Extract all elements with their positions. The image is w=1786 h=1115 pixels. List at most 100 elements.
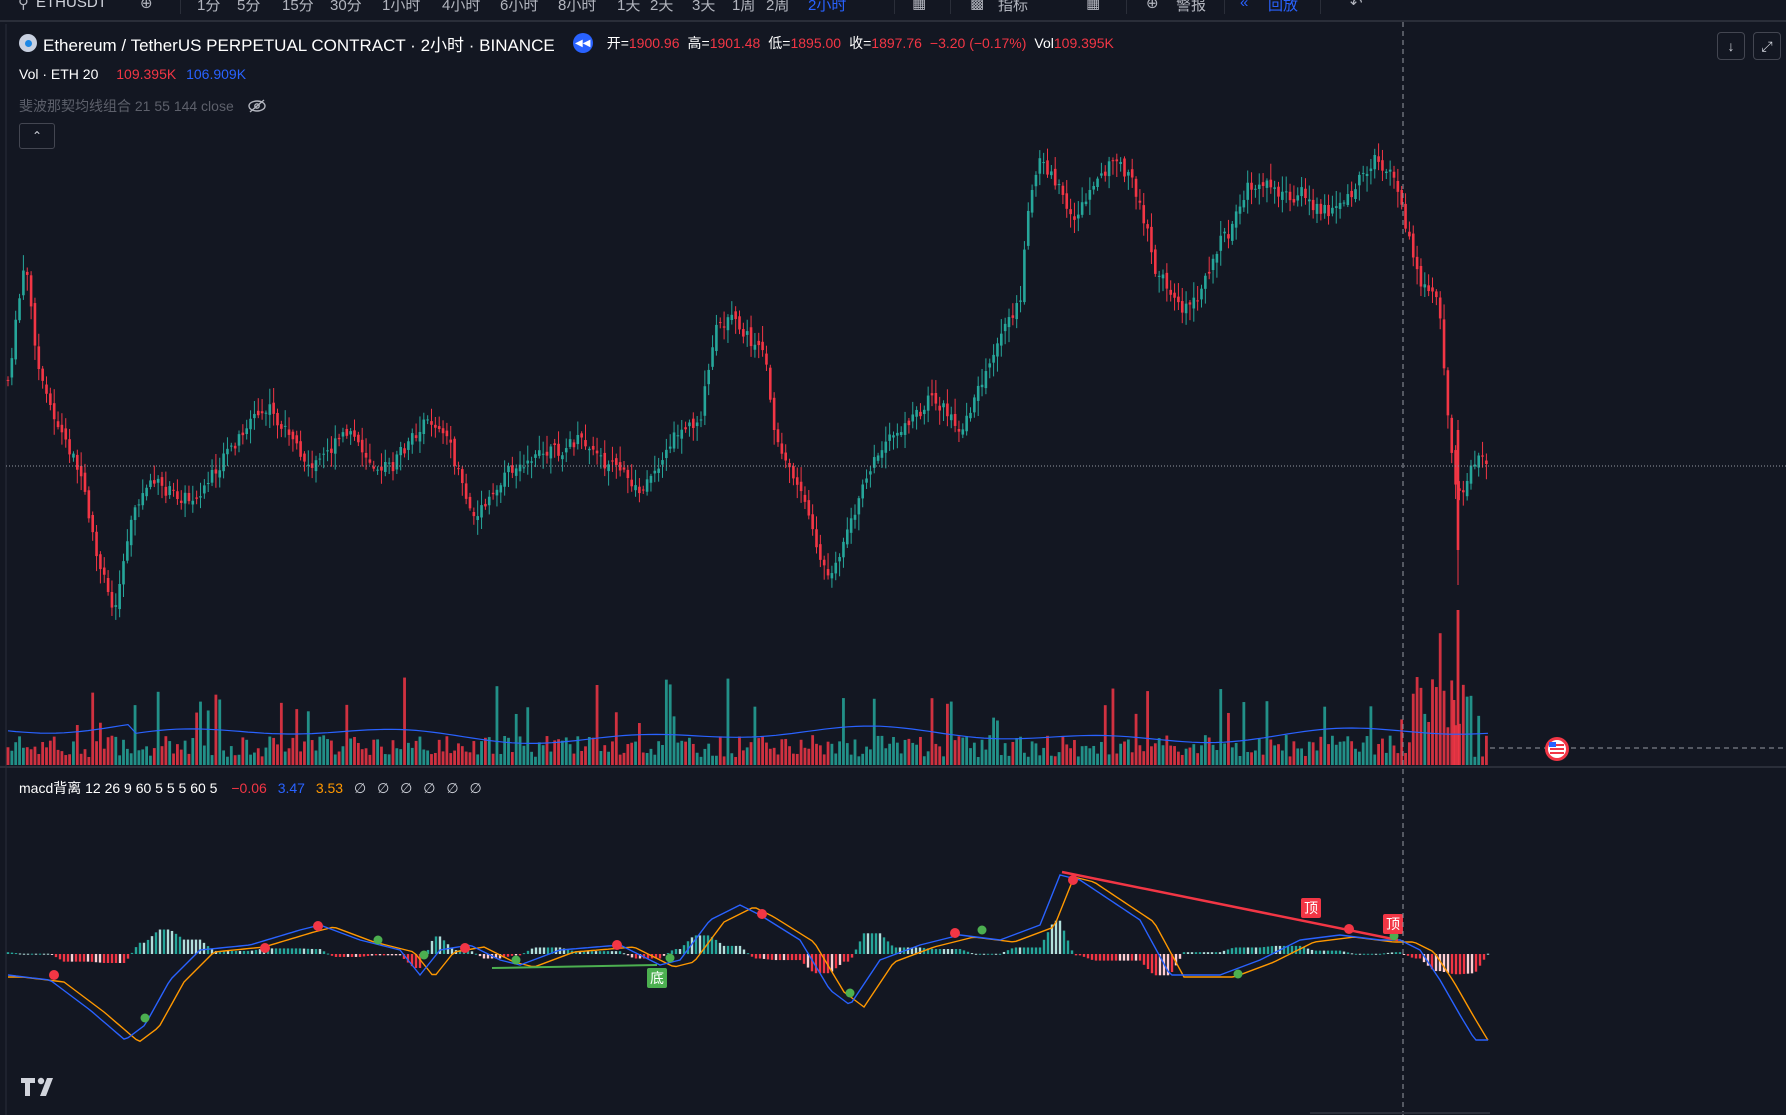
macd-hist-bar [166,929,170,954]
tradingview-logo[interactable] [21,1076,63,1098]
candle-body [91,515,94,533]
candle-body [318,458,322,460]
macd-hist-bar [478,954,482,957]
macd-hist-bar [1102,954,1106,961]
volume-bar [934,743,938,765]
macd-hist-bar [690,937,694,954]
interval-1m[interactable]: 1分 [197,0,221,14]
candle-body [1134,178,1138,197]
candle-body [472,512,476,517]
interval-6h[interactable]: 6小时 [500,0,539,14]
replay-icon[interactable]: « [1240,0,1249,11]
candle-type-icon[interactable]: ▦ [912,0,927,12]
fullscreen-button[interactable]: ⤢ [1753,32,1781,60]
candle-body [349,431,352,435]
interval-2d[interactable]: 2天 [650,0,674,14]
indicators-button[interactable]: 指标 [998,0,1029,14]
volume-bar [256,748,260,765]
collapse-legend-button[interactable]: ⌃ [19,123,55,149]
alert-icon[interactable]: ⊕ [1146,0,1159,12]
candle-body [60,424,64,433]
volume-bar [942,756,945,765]
volume-bar [1284,735,1288,765]
interval-3d[interactable]: 3天 [692,0,716,14]
macd-hist-bar [222,950,226,954]
volume-bar [1111,688,1115,765]
candle-body [156,478,160,483]
alert-button[interactable]: 警报 [1176,0,1207,14]
add-symbol-icon[interactable]: ⊕ [140,0,153,12]
candle-body [307,464,310,466]
volume-legend-label[interactable]: Vol · ETH 20 [19,66,99,82]
macd-hist-bar [778,954,782,961]
divergence-dot-green [511,955,521,965]
scroll-down-button[interactable]: ↓ [1717,32,1745,60]
layout-icon[interactable]: ▦ [1086,0,1101,12]
candle-body [645,479,649,492]
volume-bar [641,752,645,765]
candle-body [106,577,110,592]
candle-body [226,448,229,455]
volume-bar [1400,719,1404,765]
interval-8h[interactable]: 8小时 [558,0,597,14]
interval-1d[interactable]: 1天 [617,0,641,14]
macd-hist-bar [1042,939,1046,954]
volume-bar [822,754,826,765]
volume-bar [453,750,456,765]
us-flag-stripe [1550,752,1564,754]
replay-rewind-icon[interactable]: ◀◀ [572,33,593,53]
volume-bar [1223,743,1226,765]
volume-bar [1076,756,1080,765]
macd-hist-bar [1374,953,1378,955]
interval-15m[interactable]: 15分 [282,0,314,14]
candle-body [99,554,102,570]
volume-bar [765,742,768,765]
interval-2h-active[interactable]: 2小时 [808,0,847,14]
undo-icon[interactable]: ↶ [1350,0,1363,12]
replay-button[interactable]: 回放 [1268,0,1299,14]
volume-bar [888,743,892,765]
interval-30m[interactable]: 30分 [330,0,362,14]
fib-ma-label[interactable]: 斐波那契均线组合 21 55 144 close [19,98,234,114]
macd-hist-bar [26,953,30,955]
volume-bar [303,741,306,765]
interval-4h[interactable]: 4小时 [442,0,481,14]
candle-body [391,462,395,472]
candle-body [984,371,988,389]
indicators-icon[interactable]: ▩ [970,0,985,12]
eye-off-icon[interactable] [248,99,266,113]
candle-body [1127,172,1130,176]
volume-bar [218,699,222,765]
volume-bar [164,736,168,765]
volume-bar [210,755,214,765]
symbol-title[interactable]: Ethereum / TetherUS PERPETUAL CONTRACT ·… [43,35,555,55]
macd-hist-bar [378,954,382,956]
candle-body [403,448,406,454]
volume-bar [622,752,626,765]
volume-bar [1069,748,1072,765]
interval-1w[interactable]: 1周 [732,0,756,14]
candle-body [341,432,345,437]
macd-hist-bar [1066,940,1070,954]
candle-body [564,448,568,453]
symbol-search-icon[interactable]: ⚲ [18,0,29,12]
volume-bar [187,753,191,765]
macd-hist-bar [1062,930,1066,954]
candle-body [988,363,992,368]
macd-hist-bar [670,950,674,954]
interval-5m[interactable]: 5分 [237,0,261,14]
interval-1h[interactable]: 1小时 [382,0,421,14]
candle-body [722,326,726,328]
macd-hist-bar [606,951,610,954]
candle-body [1385,171,1388,174]
macd-hist-bar [190,939,194,954]
volume-bar [503,736,507,765]
candle-body [996,343,999,357]
candle-body [649,475,653,483]
macd-legend-label[interactable]: macd背离 12 26 9 60 5 5 5 60 5 [19,780,218,796]
candle-body [191,500,195,505]
macd-hist-bar [694,935,698,954]
interval-2w[interactable]: 2周 [766,0,790,14]
symbol-button[interactable]: ETHUSDT [36,0,107,11]
